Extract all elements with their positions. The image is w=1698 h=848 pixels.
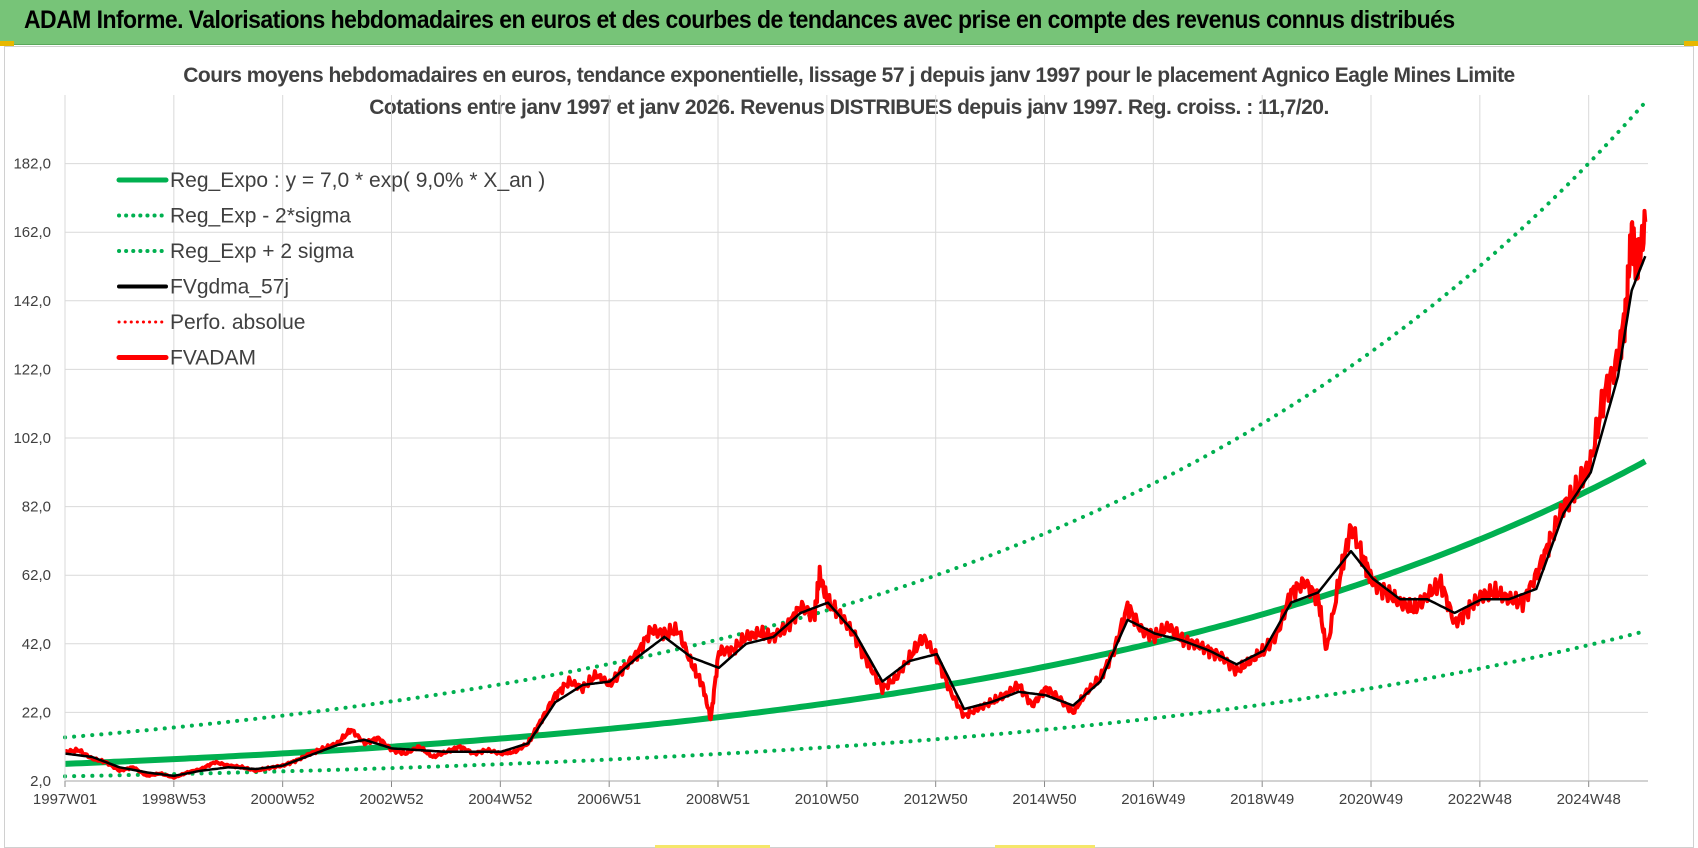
legend-label: FVgdma_57j <box>170 276 289 299</box>
x-tick-label: 2006W51 <box>577 791 641 808</box>
y-tick-label: 142,0 <box>13 293 51 310</box>
reg-exp-minus-2sigma-line <box>63 629 1648 779</box>
x-tick-label: 2002W52 <box>359 791 423 808</box>
x-tick-label: 2022W48 <box>1448 791 1512 808</box>
report-banner: ADAM Informe. Valorisations hebdomadaire… <box>0 0 1698 45</box>
x-tick-label: 2010W50 <box>795 791 859 808</box>
x-tick-label: 2000W52 <box>251 791 315 808</box>
y-tick-label: 22,0 <box>22 704 51 721</box>
legend-label: FVADAM <box>170 347 256 370</box>
x-tick-label: 2014W50 <box>1012 791 1076 808</box>
legend-label: Reg_Exp + 2 sigma <box>170 240 354 263</box>
chart-area: Cours moyens hebdomadaires en euros, ten… <box>0 44 1698 848</box>
reg-expo-line <box>64 458 1647 767</box>
bottom-marker <box>995 845 1095 848</box>
y-tick-label: 62,0 <box>22 567 51 584</box>
y-tick-label: 162,0 <box>13 224 51 241</box>
y-tick-label: 42,0 <box>22 636 51 653</box>
bottom-marker <box>655 845 770 848</box>
chart-plot: 2,0 22,0 42,0 62,0 82,0 102,0 122,0 142,0 162,0 1… <box>13 95 1648 808</box>
legend-label: Perfo. absolue <box>170 311 305 334</box>
x-tick-label: 2018W49 <box>1230 791 1294 808</box>
y-tick-label: 102,0 <box>13 430 51 447</box>
legend-label: Reg_Expo : y = 7,0 * exp( 9,0% * X_an ) <box>170 169 545 192</box>
corner-marker-left <box>0 41 14 46</box>
y-tick-label: 82,0 <box>22 499 51 516</box>
x-tick-label: 2016W49 <box>1121 791 1185 808</box>
x-tick-label: 2004W52 <box>468 791 532 808</box>
chart-title: Cours moyens hebdomadaires en euros, ten… <box>183 64 1515 87</box>
y-tick-label: 182,0 <box>13 156 51 173</box>
y-tick-label: 2,0 <box>30 773 51 790</box>
legend-label: Reg_Exp - 2*sigma <box>170 205 351 228</box>
fvadam-line <box>64 208 1648 780</box>
x-tick-label: 2008W51 <box>686 791 750 808</box>
x-tick-label: 1997W01 <box>33 791 97 808</box>
reg-exp-plus-2sigma-line <box>63 100 1648 740</box>
corner-marker-right <box>1684 41 1698 46</box>
report-title: ADAM Informe. Valorisations hebdomadaire… <box>24 6 1455 34</box>
fvgdma-57j-line <box>64 255 1647 778</box>
x-tick-label: 2020W49 <box>1339 791 1403 808</box>
x-tick-label: 2012W50 <box>904 791 968 808</box>
y-tick-label: 122,0 <box>13 361 51 378</box>
x-tick-label: 1998W53 <box>142 791 206 808</box>
x-tick-label: 2024W48 <box>1557 791 1621 808</box>
